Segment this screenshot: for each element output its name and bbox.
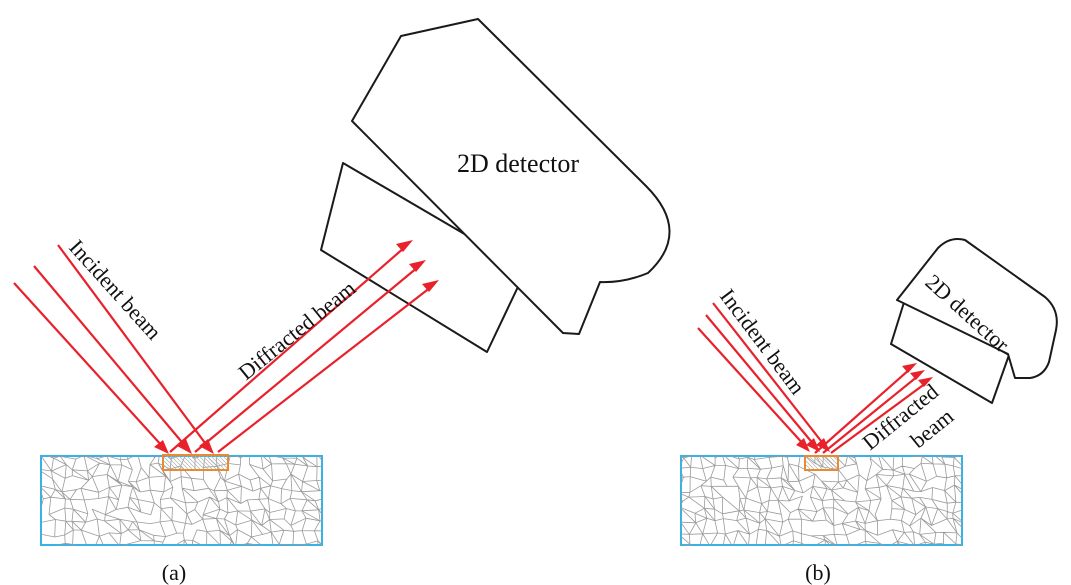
sample-block-a (40, 455, 323, 546)
diffracted-arrow-b-1 (902, 363, 917, 373)
incident-beams-a (13, 244, 214, 454)
diffracted-ray-b-1 (814, 368, 911, 454)
diffracted-beams-b (814, 363, 933, 454)
incident-ray-a-1 (13, 282, 164, 448)
incident-arrow-a-2 (177, 439, 192, 454)
incident-arrow-a-1 (154, 440, 169, 454)
incident-label-a: Incident beam (64, 235, 166, 345)
panel-b: 2D detector Incident beam Diffracted bea… (680, 238, 1058, 585)
detector-b: 2D detector (890, 238, 1058, 404)
incident-ray-a-3 (57, 244, 209, 448)
incident-arrow-a-3 (199, 439, 214, 454)
diffracted-arrow-b-3 (918, 377, 933, 387)
incident-ray-b-1 (697, 327, 806, 447)
detector-body-a (351, 18, 671, 335)
irradiated-spot-a (162, 454, 229, 471)
sample-block-b (680, 455, 963, 546)
incident-ray-b-2 (705, 314, 816, 447)
incident-ray-a-2 (33, 265, 187, 448)
incident-ray-b-3 (712, 302, 826, 447)
diffracted-arrow-a-3 (422, 280, 439, 292)
grain-texture-b (681, 456, 962, 545)
incident-arrow-b-2 (806, 438, 820, 452)
detector-label-a: 2D detector (457, 149, 579, 178)
incident-beams-b (697, 302, 830, 452)
detector-body-b (896, 238, 1058, 379)
diffracted-ray-a-3 (217, 286, 432, 453)
incident-arrow-b-1 (796, 438, 810, 452)
caption-a: (a) (162, 560, 186, 585)
grain-boundaries (41, 456, 322, 545)
diffracted-ray-a-2 (194, 266, 419, 453)
detector-a: 2D detector (320, 18, 671, 353)
diffracted-beams-a (169, 240, 439, 453)
diffracted-ray-b-3 (830, 382, 927, 454)
caption-b: (b) (805, 560, 831, 585)
diffracted-arrow-a-2 (409, 260, 426, 272)
diffracted-ray-a-1 (169, 246, 406, 453)
irradiated-spot-b (804, 455, 839, 471)
diffracted-arrow-b-2 (910, 370, 925, 380)
diffracted-ray-b-2 (822, 375, 919, 454)
grain-boundaries (681, 456, 962, 545)
diffracted-arrow-a-1 (396, 240, 413, 252)
panel-a: 2D detector Incident beam Diffracted bea… (13, 18, 671, 585)
grain-texture-a (41, 456, 322, 545)
